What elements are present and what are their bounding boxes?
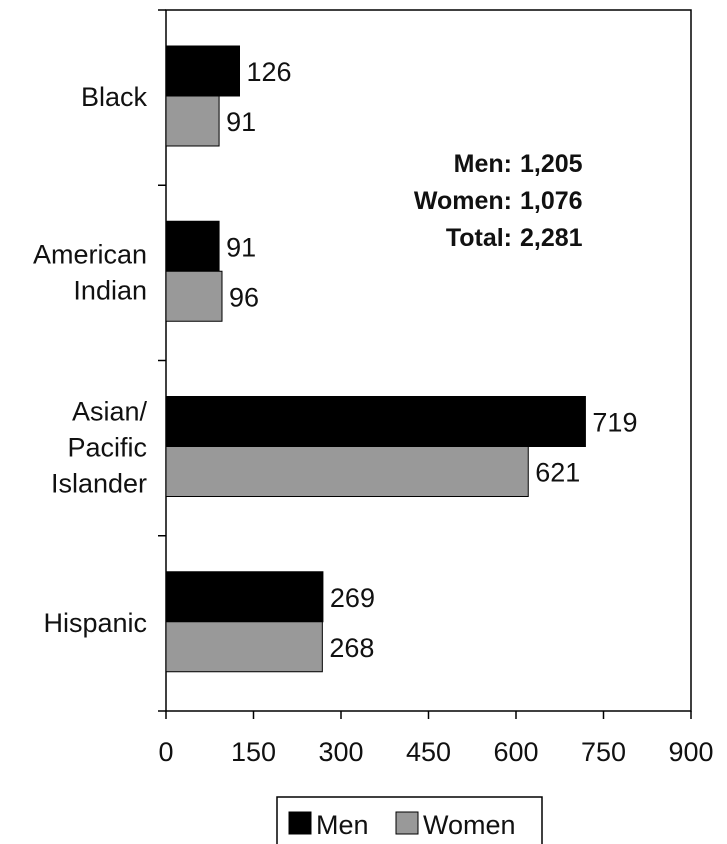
x-tick-label: 150 [231,737,276,767]
data-label: 126 [247,57,292,87]
data-label: 719 [592,408,637,438]
legend-label-women: Women [423,810,516,840]
bar-men [165,396,586,447]
category-labels: Black American Indian Asian/Pacific Islander… [33,82,148,638]
x-axis: 0 150 300 450 600 750 900 [158,711,714,767]
x-tick-label: 900 [668,737,713,767]
legend: Men Women [276,796,543,844]
data-label: 91 [226,232,256,262]
bar-women [165,621,323,673]
category-label: Islander [51,469,147,499]
legend-swatch-women [395,811,419,835]
category-label: Black [81,82,148,112]
bar-women [165,270,223,322]
summary-label: Men: [454,150,512,178]
category-label: Pacific [67,433,147,463]
data-label: 621 [535,458,580,488]
bar-women [165,95,220,147]
summary-label: Women: [414,187,512,215]
summary-value: 1,076 [520,187,583,215]
bar-men [165,220,220,272]
legend-swatch-men [288,811,312,835]
category-label: Indian [73,275,147,305]
bar-women [165,446,529,497]
x-tick-label: 750 [581,737,626,767]
bars-group: 126 91 91 96 719 621 269 268 [165,45,637,673]
legend-label-men: Men [316,810,369,840]
y-axis-ticks [158,9,166,712]
summary-value: 2,281 [520,224,583,252]
data-label: 96 [229,282,259,312]
x-tick-label: 600 [493,737,538,767]
category-label: Asian/ [72,397,148,427]
summary-box: Men: 1,205 Women: 1,076 Total: 2,281 [414,150,583,252]
bar-men [165,45,240,97]
category-label: American [33,239,147,269]
data-label: 91 [226,107,256,137]
x-tick-label: 450 [406,737,451,767]
summary-label: Total: [446,224,512,252]
x-tick-label: 300 [318,737,363,767]
data-label: 268 [329,633,374,663]
category-label: Hispanic [43,608,147,638]
bar-men [165,571,324,623]
x-tick-label: 0 [158,737,173,767]
data-label: 269 [330,583,375,613]
summary-value: 1,205 [520,150,583,178]
